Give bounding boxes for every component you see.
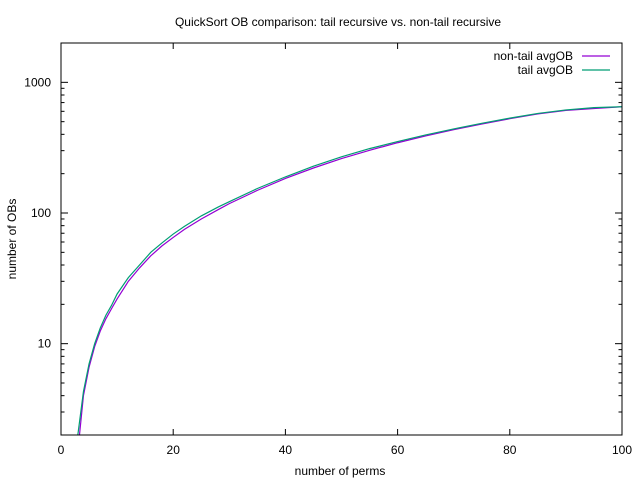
series-line-non-tail	[78, 106, 622, 435]
series-lines	[77, 106, 622, 435]
y-tick-label: 10	[38, 337, 52, 351]
x-tick-label: 100	[612, 443, 632, 457]
plot-area-frame	[60, 42, 623, 436]
x-tick-label: 80	[503, 443, 517, 457]
tick-labels: 0 20 40 60 80 100 10 100 1000	[24, 75, 632, 457]
x-tick-label: 60	[391, 443, 405, 457]
series-line-tail	[77, 106, 622, 435]
x-tick-label: 20	[167, 443, 181, 457]
x-axis-label: number of perms	[295, 464, 386, 478]
x-tick-label: 40	[279, 443, 293, 457]
x-tick-label: 0	[58, 443, 65, 457]
y-tick-label: 1000	[24, 75, 51, 89]
legend-label-non-tail: non-tail avgOB	[494, 49, 573, 63]
y-axis-label: number of OBs	[5, 199, 19, 280]
y-tick-label: 100	[31, 206, 51, 220]
legend-label-tail: tail avgOB	[518, 63, 573, 77]
legend: non-tail avgOB tail avgOB	[494, 49, 610, 77]
chart-title: QuickSort OB comparison: tail recursive …	[175, 15, 501, 29]
